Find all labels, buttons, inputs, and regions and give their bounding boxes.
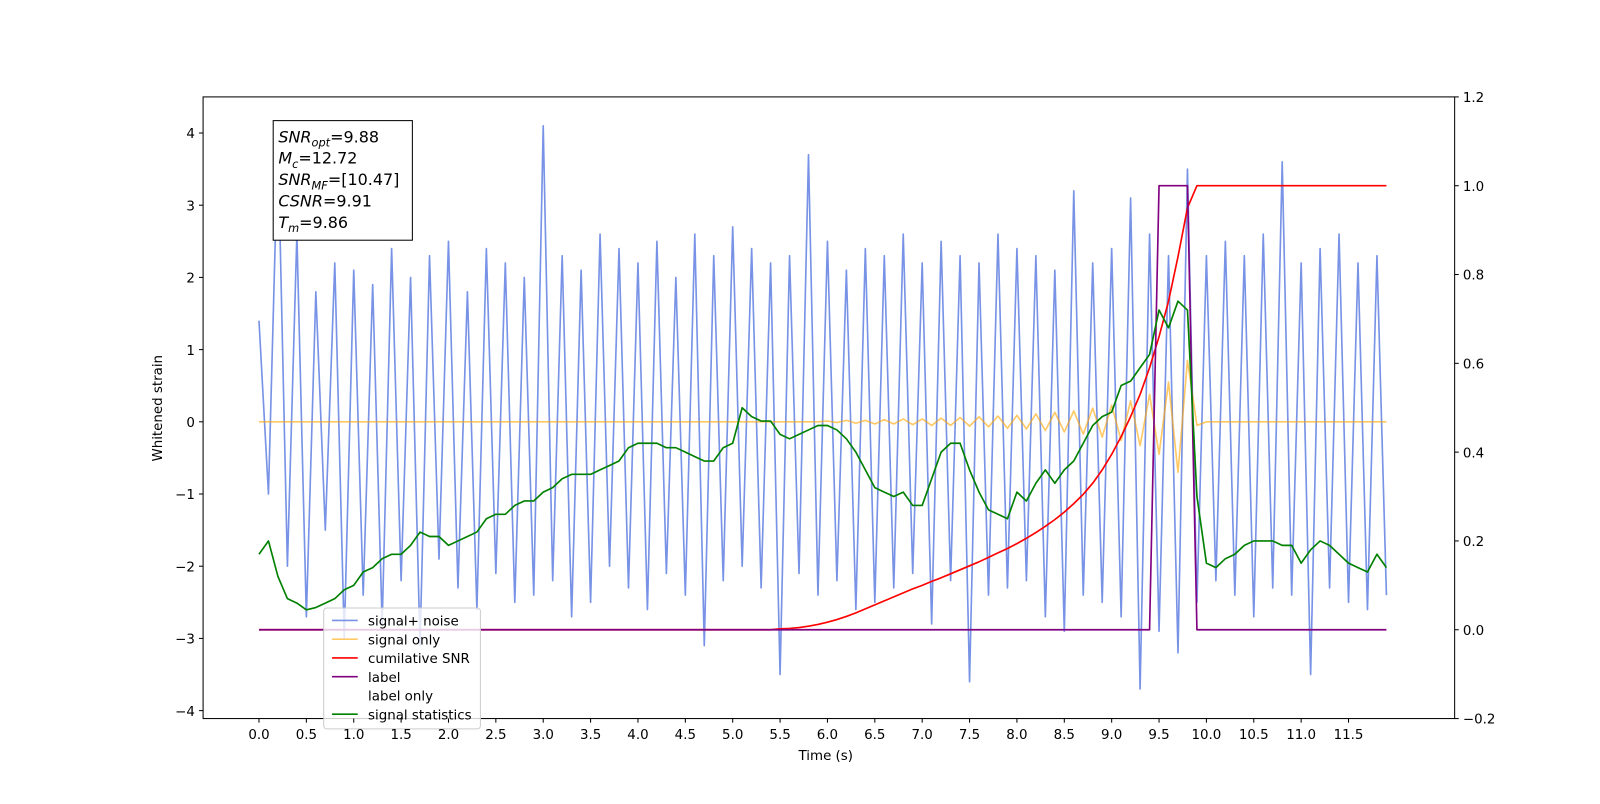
x-tick-label: 9.0 xyxy=(1101,728,1122,743)
x-tick-label: 11.5 xyxy=(1334,728,1364,743)
x-tick-label: 2.5 xyxy=(485,728,506,743)
y2-tick-label: 0.0 xyxy=(1463,624,1484,639)
y-tick-label: 3 xyxy=(186,199,195,214)
y2-tick-label: 0.6 xyxy=(1463,357,1484,372)
annotation-subscript: opt xyxy=(312,135,331,149)
x-tick-label: 6.0 xyxy=(817,728,838,743)
y-tick-label: −3 xyxy=(175,633,195,648)
annotation-value: =9.91 xyxy=(323,192,372,211)
y-tick-label: 4 xyxy=(186,127,195,142)
annotation: SNRMF=[10.47] xyxy=(278,170,399,192)
x-tick-label: 6.5 xyxy=(864,728,885,743)
plot-area xyxy=(258,124,1388,690)
x-tick-label: 0.0 xyxy=(248,728,269,743)
x-tick-label: 1.0 xyxy=(343,728,364,743)
legend-label: signal only xyxy=(368,633,440,648)
annotation: Mc=12.72 xyxy=(278,149,357,171)
x-tick-label: 8.5 xyxy=(1054,728,1075,743)
y2-tick-label: 0.2 xyxy=(1463,535,1484,550)
legend: signal+ noise signal only cumilative SNR la… xyxy=(323,607,481,730)
x-tick-label: 5.0 xyxy=(722,728,743,743)
annotation-symbol: SNR xyxy=(278,170,311,189)
annotation-value: =12.72 xyxy=(298,149,357,168)
legend-label: signal+ noise xyxy=(368,615,459,630)
x-tick-label: 10.0 xyxy=(1192,728,1222,743)
axes-frame xyxy=(202,96,1456,720)
x-tick-label: 8.0 xyxy=(1006,728,1027,743)
x-tick-label: 5.5 xyxy=(769,728,790,743)
x-tick-label: 3.0 xyxy=(533,728,554,743)
y-axis-label: Whitened strain xyxy=(151,355,166,462)
legend-label: signal statistics xyxy=(368,708,472,723)
x-tick-label: 0.5 xyxy=(296,728,317,743)
annotation-symbol: T xyxy=(278,213,289,232)
x-tick-label: 10.5 xyxy=(1239,728,1269,743)
annotation-value: =9.86 xyxy=(299,213,348,232)
x-tick-label: 1.5 xyxy=(390,728,411,743)
annotation-subscript: m xyxy=(288,221,299,235)
legend-label: label only xyxy=(368,690,433,705)
y-tick-label: −4 xyxy=(175,705,195,720)
y2-tick-label: −0.2 xyxy=(1463,713,1496,728)
y2-tick-label: 1.2 xyxy=(1463,91,1484,106)
legend-label: cumilative SNR xyxy=(368,652,470,667)
annotation: CSNR=9.91 xyxy=(278,192,372,211)
series-line xyxy=(258,124,1388,690)
annotation-symbol: SNR xyxy=(278,127,311,146)
series-line xyxy=(258,359,1387,474)
annotation-box xyxy=(272,120,413,241)
y2-tick-label: 0.4 xyxy=(1463,446,1484,461)
annotation-subscript: MF xyxy=(312,178,329,192)
y-tick-label: 1 xyxy=(186,344,195,359)
y2-tick-label: 1.0 xyxy=(1463,180,1484,195)
x-tick-label: 2.0 xyxy=(438,728,459,743)
annotation: SNRopt=9.88 xyxy=(278,127,379,149)
y-tick-label: 2 xyxy=(186,272,195,287)
y-tick-label: −2 xyxy=(175,560,195,575)
y2-tick-label: 0.8 xyxy=(1463,269,1484,284)
annotations: SNRopt=9.88Mc=12.72SNRMF=[10.47]CSNR=9.9… xyxy=(278,127,399,235)
x-axis-label: Time (s) xyxy=(798,749,853,764)
x-tick-label: 7.5 xyxy=(959,728,980,743)
annotation: Tm=9.86 xyxy=(278,213,348,235)
x-tick-label: 4.0 xyxy=(627,728,648,743)
y-tick-label: −1 xyxy=(175,488,195,503)
y-tick-label: 0 xyxy=(186,416,195,431)
legend-label: label xyxy=(368,671,400,686)
x-tick-label: 7.0 xyxy=(912,728,933,743)
annotation-value: =9.88 xyxy=(330,127,379,146)
series-line xyxy=(258,300,1388,611)
x-tick-label: 3.5 xyxy=(580,728,601,743)
legend-box xyxy=(323,607,481,730)
annotation-symbol: CSNR xyxy=(278,192,323,211)
annotation-subscript: c xyxy=(292,157,299,171)
x-tick-label: 4.5 xyxy=(675,728,696,743)
annotation-symbol: M xyxy=(278,149,292,168)
x-tick-label: 11.0 xyxy=(1286,728,1316,743)
annotation-value: =[10.47] xyxy=(328,170,400,189)
x-tick-label: 9.5 xyxy=(1148,728,1169,743)
